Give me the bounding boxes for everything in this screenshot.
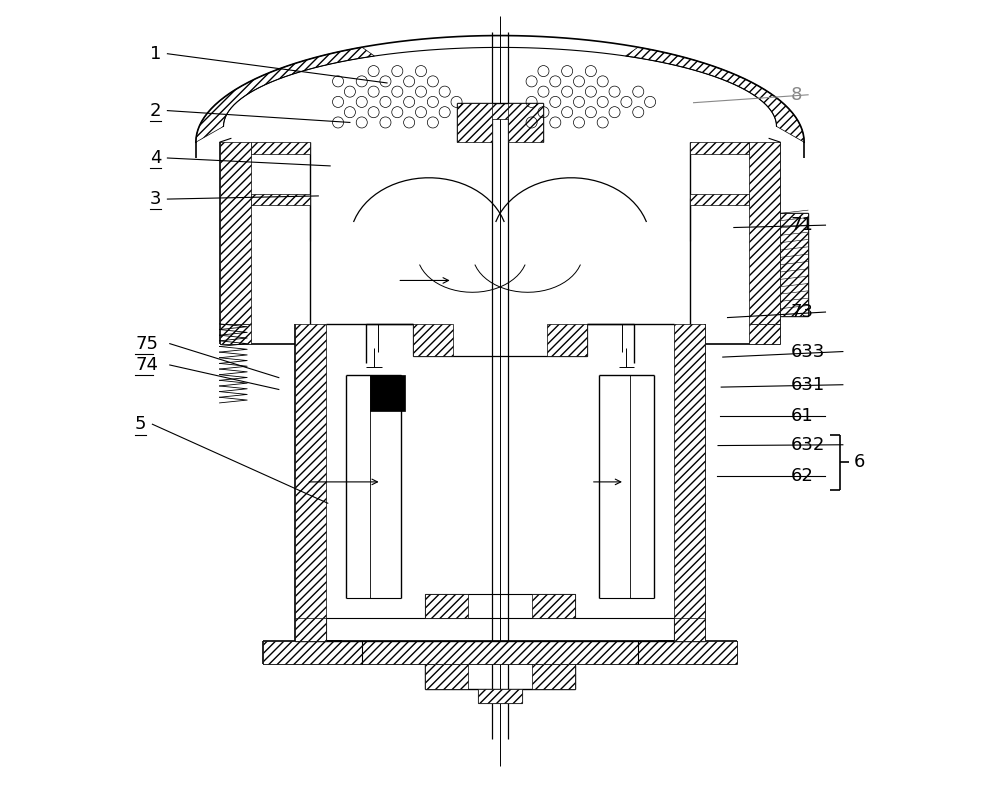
Text: 62: 62	[791, 467, 814, 484]
Polygon shape	[547, 324, 587, 356]
Polygon shape	[749, 324, 780, 344]
Text: 1: 1	[150, 45, 161, 62]
Polygon shape	[263, 641, 737, 664]
Text: 6: 6	[854, 453, 865, 471]
Text: 3: 3	[150, 190, 162, 208]
Polygon shape	[425, 664, 468, 689]
Text: 74: 74	[135, 356, 158, 374]
Text: 5: 5	[135, 416, 147, 433]
Polygon shape	[251, 142, 310, 154]
Polygon shape	[532, 664, 575, 689]
Polygon shape	[457, 103, 492, 142]
Text: 4: 4	[150, 149, 162, 167]
Polygon shape	[468, 103, 532, 118]
Text: 633: 633	[791, 343, 825, 360]
Text: 71: 71	[791, 216, 814, 234]
Polygon shape	[690, 142, 749, 154]
Polygon shape	[626, 47, 804, 142]
Polygon shape	[780, 213, 808, 316]
Text: 631: 631	[791, 376, 825, 393]
Polygon shape	[413, 324, 453, 356]
Polygon shape	[749, 142, 780, 324]
Text: 8: 8	[791, 86, 802, 103]
Text: 73: 73	[791, 303, 814, 321]
Polygon shape	[425, 594, 468, 618]
Polygon shape	[674, 618, 705, 641]
Polygon shape	[690, 194, 749, 205]
Polygon shape	[532, 594, 575, 618]
Text: 61: 61	[791, 407, 813, 424]
Polygon shape	[196, 47, 374, 142]
Polygon shape	[220, 142, 251, 324]
Polygon shape	[251, 194, 310, 205]
Polygon shape	[295, 618, 326, 641]
Polygon shape	[295, 324, 326, 641]
Polygon shape	[370, 375, 405, 411]
Text: 75: 75	[135, 335, 158, 352]
Polygon shape	[508, 103, 543, 142]
Text: 632: 632	[791, 436, 825, 453]
Polygon shape	[674, 324, 705, 641]
Polygon shape	[220, 324, 251, 344]
Text: 2: 2	[150, 102, 162, 119]
Polygon shape	[478, 689, 522, 703]
